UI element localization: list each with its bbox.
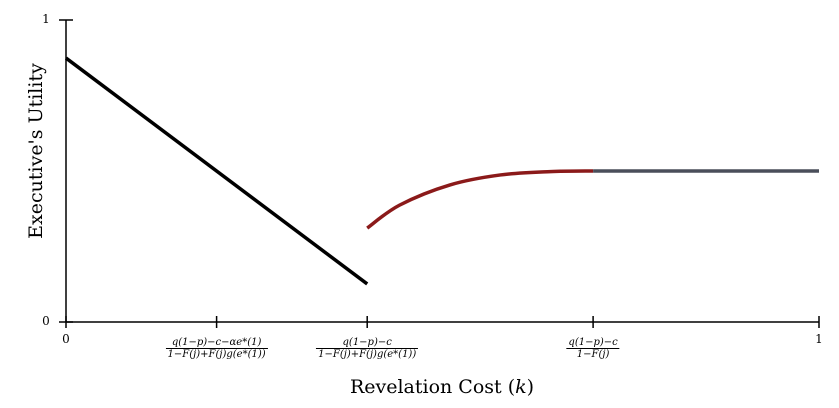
fraction-numerator: q(1−p)−c (342, 337, 392, 348)
series-line (366, 169, 594, 230)
y-tick-label: 0 (42, 314, 50, 328)
x-tick-label-fraction: q(1−p)−c 1−F(j) (566, 337, 620, 360)
x-tick-label-fraction: q(1−p)−c−αe*(1) 1−F(j)+F(j)g(e*(1)) (165, 337, 268, 360)
fraction-numerator: q(1−p)−c (568, 337, 618, 348)
y-axis-label: Executive's Utility (25, 63, 47, 239)
fraction-numerator: q(1−p)−c−αe*(1) (171, 337, 262, 348)
fraction-denominator: 1−F(j) (566, 348, 620, 360)
x-tick-label: 1 (815, 332, 823, 346)
x-axis-label: Revelation Cost (k) (349, 376, 535, 398)
series-line (64, 56, 369, 286)
fraction-denominator: 1−F(j)+F(j)g(e*(1)) (316, 348, 419, 360)
y-tick-label: 1 (42, 12, 50, 26)
x-tick-label-fraction: q(1−p)−c 1−F(j)+F(j)g(e*(1)) (316, 337, 419, 360)
fraction-denominator: 1−F(j)+F(j)g(e*(1)) (165, 348, 268, 360)
x-tick-label: 0 (62, 332, 70, 346)
